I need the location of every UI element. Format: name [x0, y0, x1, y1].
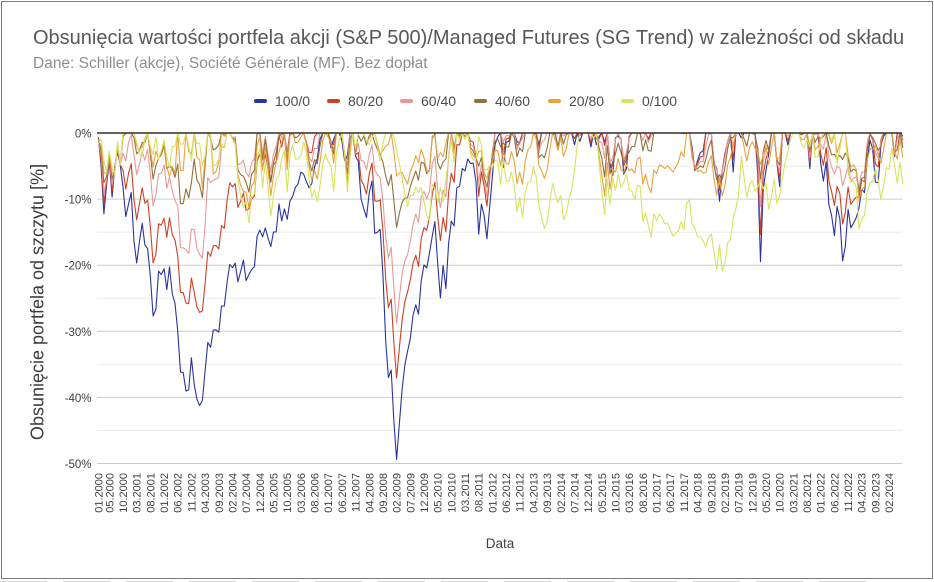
- svg-text:02.2009: 02.2009: [392, 473, 404, 513]
- svg-text:08.2016: 08.2016: [638, 473, 650, 513]
- svg-text:05.2000: 05.2000: [104, 473, 116, 513]
- svg-text:06.2022: 06.2022: [829, 473, 841, 513]
- svg-text:06.2007: 06.2007: [337, 473, 349, 513]
- svg-text:07.2004: 07.2004: [241, 473, 253, 513]
- svg-text:03.2021: 03.2021: [788, 473, 800, 513]
- svg-text:-50%: -50%: [65, 459, 92, 471]
- svg-text:01.2012: 01.2012: [487, 473, 499, 513]
- svg-text:07.2019: 07.2019: [734, 473, 746, 513]
- svg-text:12.2014: 12.2014: [583, 473, 595, 513]
- svg-text:10.2010: 10.2010: [446, 473, 458, 513]
- svg-text:08.2001: 08.2001: [145, 473, 157, 513]
- svg-text:07.2009: 07.2009: [405, 473, 417, 513]
- svg-text:-10%: -10%: [65, 195, 92, 207]
- svg-text:08.2021: 08.2021: [802, 473, 814, 513]
- svg-text:11.2002: 11.2002: [186, 473, 198, 512]
- svg-text:Data: Data: [486, 536, 515, 551]
- svg-text:05.2010: 05.2010: [433, 473, 445, 513]
- svg-text:12.2019: 12.2019: [747, 473, 759, 513]
- svg-text:01.2002: 01.2002: [159, 473, 171, 513]
- svg-text:11.2017: 11.2017: [679, 473, 691, 512]
- svg-text:09.2023: 09.2023: [870, 473, 882, 513]
- svg-text:03.2016: 03.2016: [624, 473, 636, 513]
- svg-text:-40%: -40%: [65, 393, 92, 405]
- svg-text:04.2018: 04.2018: [693, 473, 705, 513]
- svg-text:11.2007: 11.2007: [351, 473, 363, 512]
- svg-text:03.2001: 03.2001: [132, 473, 144, 513]
- svg-text:01.2000: 01.2000: [93, 473, 105, 513]
- svg-text:12.2009: 12.2009: [419, 473, 431, 513]
- svg-text:10.2020: 10.2020: [775, 473, 787, 513]
- svg-text:10.2005: 10.2005: [282, 473, 294, 513]
- svg-text:0%: 0%: [75, 129, 92, 141]
- svg-text:05.2005: 05.2005: [269, 473, 281, 513]
- svg-text:09.2003: 09.2003: [214, 473, 226, 513]
- svg-text:03.2006: 03.2006: [296, 473, 308, 513]
- svg-text:02.2004: 02.2004: [228, 473, 240, 513]
- svg-text:02.2024: 02.2024: [884, 473, 896, 513]
- svg-text:10.2000: 10.2000: [118, 473, 130, 513]
- svg-text:06.2002: 06.2002: [173, 473, 185, 513]
- svg-text:08.2011: 08.2011: [474, 473, 486, 512]
- svg-text:04.2023: 04.2023: [857, 473, 869, 513]
- svg-text:07.2014: 07.2014: [570, 473, 582, 513]
- svg-text:08.2006: 08.2006: [310, 473, 322, 513]
- svg-text:05.2020: 05.2020: [761, 473, 773, 513]
- svg-text:09.2018: 09.2018: [706, 473, 718, 513]
- svg-text:11.2012: 11.2012: [515, 473, 527, 512]
- svg-text:04.2003: 04.2003: [200, 473, 212, 513]
- svg-text:-30%: -30%: [65, 327, 92, 339]
- svg-text:Obsunięcie portfela od szczytu: Obsunięcie portfela od szczytu [%]: [28, 164, 48, 440]
- svg-text:01.2017: 01.2017: [652, 473, 664, 513]
- svg-text:01.2022: 01.2022: [816, 473, 828, 513]
- svg-text:01.2007: 01.2007: [323, 473, 335, 513]
- svg-text:02.2019: 02.2019: [720, 473, 732, 513]
- svg-text:04.2013: 04.2013: [528, 473, 540, 513]
- svg-text:09.2013: 09.2013: [542, 473, 554, 513]
- svg-text:02.2014: 02.2014: [556, 473, 568, 513]
- svg-text:03.2011: 03.2011: [460, 473, 472, 512]
- svg-text:09.2008: 09.2008: [378, 473, 390, 513]
- svg-text:04.2008: 04.2008: [364, 473, 376, 513]
- svg-text:06.2017: 06.2017: [665, 473, 677, 513]
- svg-text:05.2015: 05.2015: [597, 473, 609, 513]
- svg-text:10.2015: 10.2015: [611, 473, 623, 513]
- svg-text:12.2004: 12.2004: [255, 473, 267, 513]
- svg-text:06.2012: 06.2012: [501, 473, 513, 513]
- svg-text:11.2022: 11.2022: [843, 473, 855, 512]
- svg-text:-20%: -20%: [65, 261, 92, 273]
